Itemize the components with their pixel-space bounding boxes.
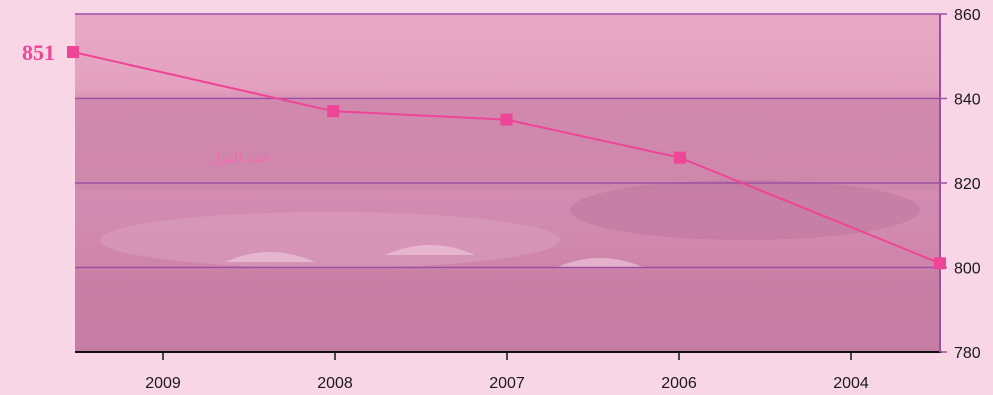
data-point — [67, 46, 79, 59]
y-tick-label: 820 — [954, 176, 981, 193]
plot-background-photo — [75, 100, 940, 352]
data-point — [673, 151, 686, 164]
data-label: 851 — [22, 40, 55, 65]
data-point — [500, 113, 513, 126]
x-tick-label: 2008 — [317, 375, 353, 392]
x-tick-label: 2009 — [145, 375, 181, 392]
x-tick-label: 2006 — [661, 375, 697, 392]
x-tick-label: 2004 — [833, 375, 869, 392]
y-tick-label: 860 — [954, 7, 981, 24]
data-point — [327, 105, 340, 118]
data-point — [934, 257, 946, 270]
y-tick-label: 780 — [954, 345, 981, 362]
y-tick-label: 840 — [954, 92, 981, 109]
series-name-label: عدد النزل — [210, 148, 271, 166]
y-tick-label: 800 — [954, 261, 981, 278]
x-tick-label: 2007 — [489, 375, 525, 392]
